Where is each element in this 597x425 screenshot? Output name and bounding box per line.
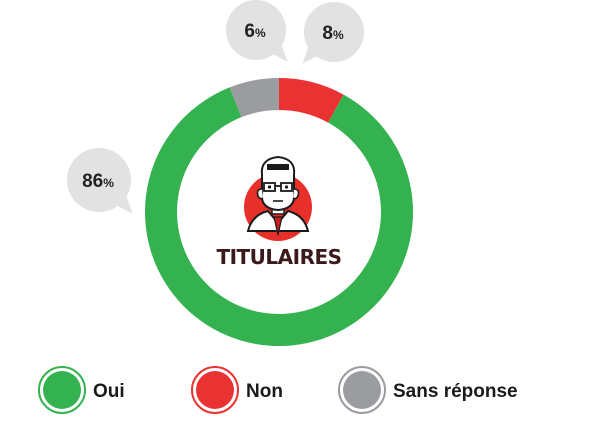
legend-item-oui: Oui <box>38 366 125 414</box>
legend: Oui Non Sans réponse <box>38 366 518 414</box>
legend-swatch <box>343 371 381 409</box>
slice-sans-r-ponse <box>229 78 279 118</box>
legend-label: Sans réponse <box>393 381 518 402</box>
legend-swatch <box>43 371 81 409</box>
legend-label: Non <box>246 381 283 402</box>
callout-oui: 86% <box>67 148 133 214</box>
legend-item-sans-r-ponse: Sans réponse <box>338 366 518 414</box>
center-label: TITULAIRES <box>216 245 341 269</box>
legend-item-non: Non <box>191 366 283 414</box>
legend-swatch <box>196 371 234 409</box>
slice-non <box>279 78 344 123</box>
donut-ring <box>145 78 414 346</box>
callout-value: 8% <box>322 23 344 44</box>
callout-non: 8% <box>302 2 364 64</box>
professor-icon <box>244 155 312 241</box>
callout-sans-r-ponse: 6% <box>226 0 288 62</box>
callout-value: 6% <box>244 21 266 42</box>
legend-label: Oui <box>93 381 125 402</box>
callout-bubbles: 86% 8% 6% <box>67 0 364 214</box>
callout-value: 86% <box>82 171 114 192</box>
